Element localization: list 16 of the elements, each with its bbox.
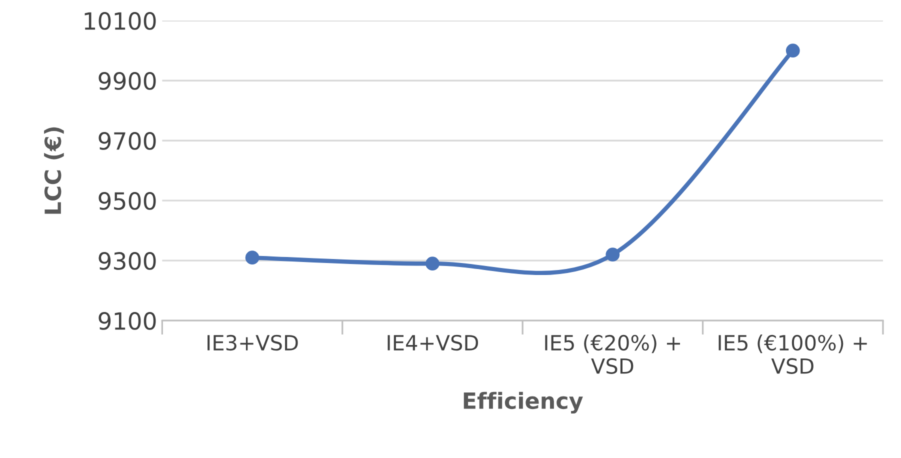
point [606,248,620,262]
y-tick-label: 9900 [98,72,156,90]
y-tick-label: 10100 [84,12,156,30]
x-axis-title: Efficiency [464,392,583,414]
point [426,256,440,271]
x-tick-label: IE5 (€20%) + VSD [545,334,680,374]
y-axis-title: LCC (€) [44,127,64,214]
y-tick-label: 9100 [98,312,156,330]
x-tick-label: IE3+VSD [208,334,298,351]
y-tick-label: 9300 [98,252,156,270]
y-tick-label: 9500 [98,192,156,210]
x-tick-label: IE4+VSD [388,334,478,351]
point [245,250,260,265]
x-tick-label: IE5 (€100%) + VSD [718,334,867,374]
y-tick-label: 9700 [98,132,156,150]
point [786,44,800,58]
